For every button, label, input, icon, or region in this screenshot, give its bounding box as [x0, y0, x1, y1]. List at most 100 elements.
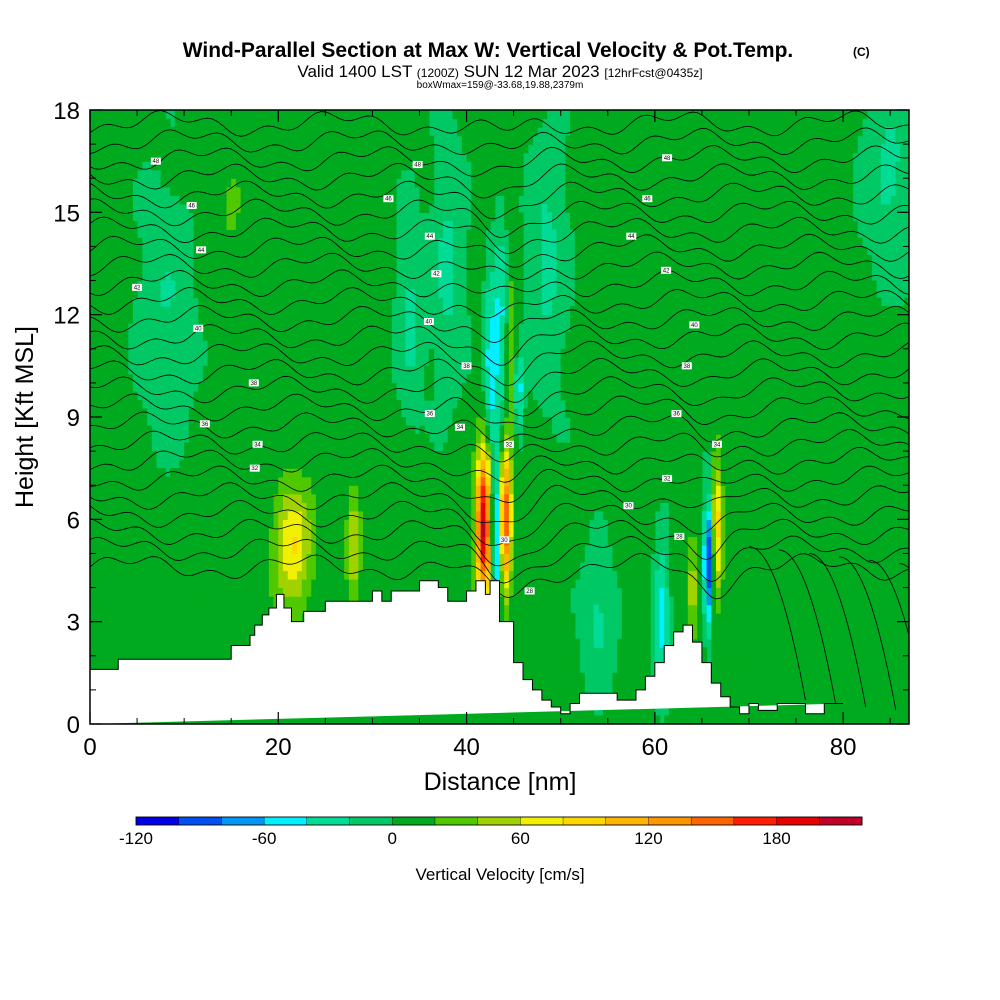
- velocity-cell: [320, 348, 326, 358]
- velocity-cell: [372, 212, 378, 222]
- velocity-cell: [127, 604, 133, 614]
- velocity-cell: [405, 527, 411, 537]
- velocity-cell: [297, 289, 303, 299]
- velocity-cell: [278, 417, 284, 427]
- velocity-cell: [108, 579, 115, 589]
- velocity-cell: [240, 587, 246, 597]
- velocity-cell: [221, 212, 228, 222]
- velocity-cell: [292, 391, 298, 401]
- velocity-cell: [264, 152, 270, 162]
- velocity-cell: [311, 135, 317, 145]
- velocity-cell: [188, 152, 195, 162]
- velocity-cell: [202, 280, 209, 290]
- velocity-cell: [297, 357, 303, 367]
- velocity-cell: [235, 229, 242, 239]
- velocity-cell: [118, 536, 124, 546]
- velocity-cell: [122, 579, 129, 589]
- velocity-cell: [301, 186, 308, 196]
- velocity-cell: [306, 254, 312, 265]
- velocity-cell: [155, 553, 162, 563]
- velocity-cell: [344, 536, 350, 546]
- velocity-cell: [358, 118, 364, 128]
- velocity-cell: [212, 630, 218, 640]
- velocity-cell: [193, 510, 199, 520]
- velocity-cell: [287, 203, 293, 213]
- velocity-cell: [297, 604, 303, 614]
- velocity-cell: [334, 417, 341, 427]
- velocity-cell: [113, 348, 119, 358]
- velocity-cell: [113, 152, 119, 162]
- velocity-cell: [372, 161, 378, 171]
- velocity-cell: [386, 246, 392, 256]
- velocity-cell: [278, 212, 284, 222]
- velocity-cell: [221, 229, 228, 239]
- velocity-cell: [160, 604, 166, 614]
- velocity-cell: [90, 621, 96, 631]
- velocity-cell: [363, 272, 369, 282]
- velocity-cell: [377, 382, 383, 393]
- velocity-cell: [395, 519, 402, 529]
- velocity-cell: [94, 169, 101, 179]
- velocity-cell: [301, 510, 308, 520]
- velocity-cell: [452, 579, 458, 589]
- velocity-cell: [372, 459, 378, 469]
- velocity-cell: [122, 382, 129, 393]
- velocity-cell: [301, 425, 308, 435]
- velocity-cell: [461, 536, 468, 546]
- velocity-cell: [461, 434, 468, 444]
- velocity-cell: [165, 613, 171, 623]
- velocity-cell: [231, 314, 237, 324]
- velocity-cell: [306, 399, 312, 410]
- velocity-cell: [212, 621, 218, 631]
- velocity-cell: [151, 553, 157, 563]
- velocity-cell: [221, 323, 228, 333]
- velocity-cell: [132, 527, 138, 537]
- velocity-cell: [278, 399, 284, 410]
- copyright-mark: (C): [853, 45, 870, 59]
- velocity-cell: [118, 468, 124, 478]
- velocity-cell: [132, 237, 138, 248]
- velocity-cell: [104, 110, 110, 120]
- velocity-cell: [334, 527, 341, 537]
- velocity-cell: [273, 306, 279, 316]
- velocity-cell: [428, 382, 435, 393]
- velocity-cell: [344, 323, 350, 333]
- velocity-cell: [386, 425, 392, 435]
- velocity-cell: [108, 391, 115, 401]
- velocity-cell: [90, 502, 96, 512]
- velocity-cell: [90, 519, 96, 529]
- velocity-cell: [198, 272, 204, 282]
- velocity-cell: [414, 118, 421, 128]
- velocity-cell: [240, 348, 246, 358]
- velocity-cell: [94, 152, 101, 162]
- velocity-cell: [118, 297, 124, 307]
- velocity-cell: [104, 544, 110, 555]
- velocity-cell: [273, 314, 279, 324]
- velocity-cell: [353, 519, 359, 529]
- velocity-cell: [311, 220, 317, 230]
- velocity-cell: [99, 374, 105, 384]
- velocity-cell: [104, 237, 110, 248]
- velocity-cell: [391, 186, 397, 196]
- velocity-cell: [297, 306, 303, 316]
- velocity-cell: [320, 229, 326, 239]
- velocity-cell: [391, 399, 397, 410]
- velocity-cell: [240, 527, 246, 537]
- velocity-cell: [353, 186, 359, 196]
- velocity-cell: [118, 229, 124, 239]
- velocity-cell: [268, 510, 275, 520]
- velocity-cell: [250, 203, 256, 213]
- velocity-cell: [428, 391, 435, 401]
- velocity-cell: [188, 186, 195, 196]
- velocity-cell: [240, 579, 246, 589]
- velocity-cell: [221, 340, 228, 350]
- velocity-cell: [381, 434, 388, 444]
- velocity-cell: [339, 127, 345, 137]
- velocity-cell: [325, 536, 331, 546]
- velocity-cell: [104, 579, 110, 589]
- velocity-cell: [292, 510, 298, 520]
- velocity-cell: [202, 237, 209, 248]
- velocity-cell: [259, 229, 265, 239]
- velocity-cell: [381, 280, 388, 290]
- velocity-cell: [118, 263, 124, 273]
